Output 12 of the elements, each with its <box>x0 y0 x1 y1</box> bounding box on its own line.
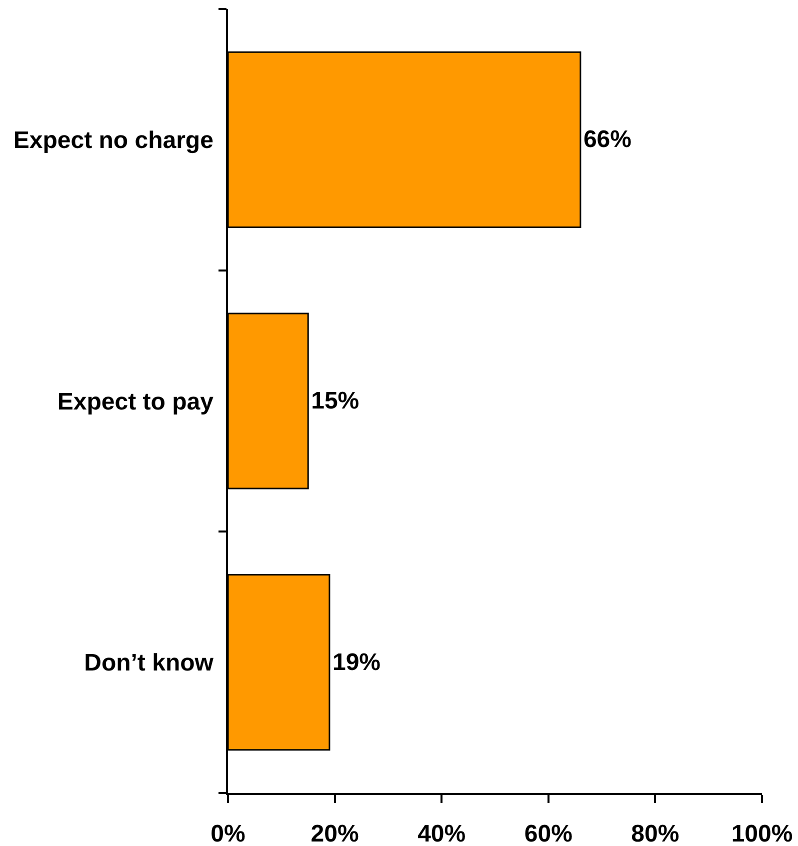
data-label: 19% <box>332 648 381 676</box>
x-tick-label: 20% <box>310 820 359 846</box>
x-tick-label: 80% <box>631 820 680 846</box>
data-label: 15% <box>311 388 360 414</box>
x-tick-label: 100% <box>731 820 793 846</box>
data-label: 66% <box>583 126 632 154</box>
y-tick-label: Expect to pay <box>57 388 214 416</box>
x-tick-label: 0% <box>210 820 246 846</box>
y-tick-label: Expect no charge <box>13 127 214 154</box>
y-tick-label: Don’t know <box>84 650 214 677</box>
x-tick-label: 40% <box>418 820 466 846</box>
x-tick-label: 60% <box>524 820 572 846</box>
